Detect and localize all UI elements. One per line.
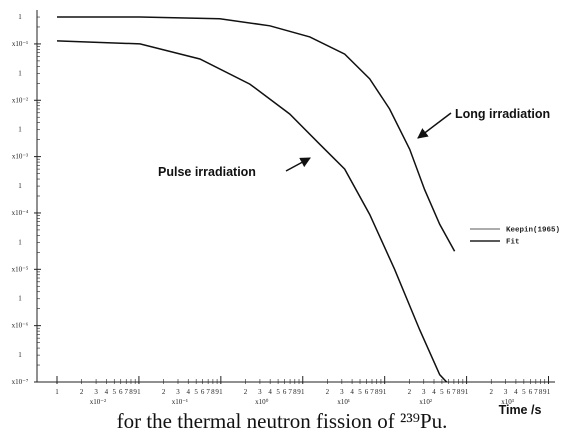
x-axis-label: Time /s: [499, 403, 542, 417]
x-tick-label: 9: [543, 388, 547, 396]
x-tick-label: 2: [244, 388, 248, 396]
x-tick-label: 6: [529, 388, 533, 396]
annotation: Pulse irradiation: [158, 165, 256, 179]
x-tick-label: 9: [379, 388, 383, 396]
x-tick-label: 9: [215, 388, 219, 396]
y-tick-label: 1 x10⁻⁵: [12, 238, 29, 273]
x-tick-label: 8: [129, 388, 133, 396]
x-tick-label: 2: [326, 388, 330, 396]
x-tick-label: 6: [447, 388, 451, 396]
y-tick-label: 1 x10⁻⁶: [12, 295, 29, 330]
y-tick-label: 1 x10⁻¹: [12, 13, 28, 48]
x-tick-label: 6: [119, 388, 123, 396]
x-tick-label: 6: [365, 388, 369, 396]
x-tick-label: 1: [383, 388, 387, 396]
x-tick-label: 3: [176, 388, 180, 396]
x-tick-label: 1: [219, 388, 223, 396]
x-tick-label: 9: [133, 388, 137, 396]
x-tick-label: 1: [137, 388, 141, 396]
y-tick-label: 1 x10⁻⁴: [12, 182, 29, 217]
data-line: [57, 16, 456, 252]
annotation: Long irradiation: [455, 107, 550, 121]
x-tick-label: 2: [80, 388, 84, 396]
y-tick-label: 1 x10⁻³: [12, 126, 28, 161]
x-tick-label: 6: [283, 388, 287, 396]
data-line: [56, 40, 448, 383]
x-tick-label: 4: [186, 388, 190, 396]
x-tick-label: 1: [301, 388, 305, 396]
x-tick-label: 5: [522, 388, 526, 396]
x-tick-label: 9: [297, 388, 301, 396]
x-tick-label: 3: [422, 388, 426, 396]
x-tick-label: 7: [124, 388, 128, 396]
x-tick-label: 2: [490, 388, 494, 396]
x-tick-label: 3: [94, 388, 98, 396]
x-tick-label: 5: [113, 388, 117, 396]
y-tick-label: 1 x10⁻⁷: [12, 351, 29, 386]
x-tick-label: 4: [268, 388, 272, 396]
x-tick-label: 4: [514, 388, 518, 396]
x-tick-label: 8: [375, 388, 379, 396]
x-tick-label: 7: [370, 388, 374, 396]
x-tick-label: 7: [534, 388, 538, 396]
x-tick-label: 5: [440, 388, 444, 396]
x-tick-label: 5: [358, 388, 362, 396]
x-decade-label: x10¹: [337, 398, 350, 406]
legend-label: Keepin(1965): [506, 227, 560, 235]
x-decade-label: x10⁻²: [90, 398, 106, 406]
caption: for the thermal neutron fission of ²³⁹Pu…: [117, 409, 448, 433]
x-tick-label: 7: [452, 388, 456, 396]
x-tick-label: 8: [539, 388, 543, 396]
x-tick-label: 4: [350, 388, 354, 396]
x-tick-label: 1: [465, 388, 469, 396]
x-tick-label: 5: [194, 388, 198, 396]
arrow: [285, 157, 311, 172]
x-tick-label: 7: [206, 388, 210, 396]
x-tick-label: 8: [293, 388, 297, 396]
x-tick-label: 8: [211, 388, 215, 396]
legend-label: Fit: [506, 239, 520, 247]
arrow: [417, 112, 452, 139]
x-decade-label: x10²: [419, 398, 432, 406]
x-tick-label: 7: [288, 388, 292, 396]
x-decade-label: x10³: [501, 398, 514, 406]
x-tick-label: 3: [258, 388, 262, 396]
x-tick-label: 2: [162, 388, 166, 396]
y-tick-label: 1 x10⁻²: [12, 69, 28, 104]
x-tick-label: 3: [504, 388, 508, 396]
x-tick-label: 1: [547, 388, 551, 396]
x-tick-label: 6: [201, 388, 205, 396]
x-tick-label: 4: [432, 388, 436, 396]
x-tick-label: 2: [408, 388, 412, 396]
x-tick-label: 4: [105, 388, 109, 396]
x-tick-label: 3: [340, 388, 344, 396]
x-decade-label: x10⁰: [255, 398, 269, 406]
x-tick-label: 5: [276, 388, 280, 396]
x-decade-label: x10⁻¹: [172, 398, 188, 406]
x-tick-label: 9: [461, 388, 465, 396]
x-tick-label: 8: [457, 388, 461, 396]
x-tick-label: 1: [55, 388, 59, 396]
